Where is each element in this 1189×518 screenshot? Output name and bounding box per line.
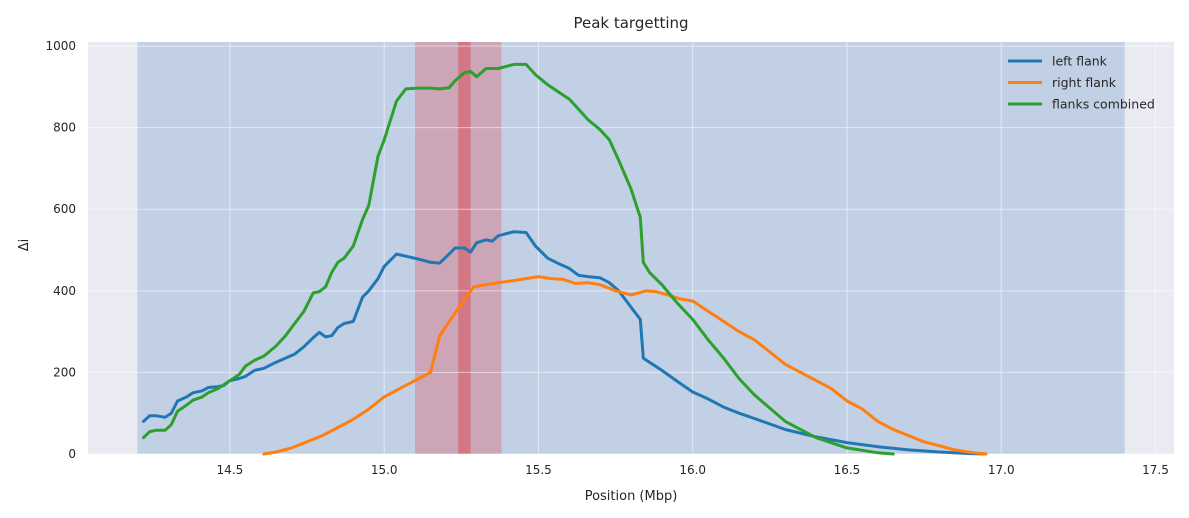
series-lines bbox=[142, 62, 988, 456]
legend-label: left flank bbox=[1052, 54, 1108, 69]
y-ticks: 0 200 400 600 800 1000 bbox=[45, 39, 76, 461]
x-tick-label: 15.0 bbox=[371, 463, 398, 477]
x-tick-label: 15.5 bbox=[525, 463, 552, 477]
legend-label: flanks combined bbox=[1052, 97, 1155, 112]
y-tick-label: 0 bbox=[68, 447, 76, 461]
series-line bbox=[142, 62, 895, 456]
y-tick-label: 400 bbox=[53, 284, 76, 298]
legend: left flank right flank flanks combined bbox=[1008, 54, 1155, 112]
x-tick-label: 17.5 bbox=[1142, 463, 1169, 477]
series-line bbox=[262, 275, 988, 456]
chart-title: Peak targetting bbox=[573, 14, 688, 32]
legend-label: right flank bbox=[1052, 75, 1117, 90]
highlight-spans bbox=[137, 42, 1125, 454]
x-tick-label: 17.0 bbox=[988, 463, 1015, 477]
x-axis-label: Position (Mbp) bbox=[585, 489, 678, 504]
y-tick-label: 800 bbox=[53, 121, 76, 135]
y-axis-label: Δi bbox=[17, 239, 32, 252]
x-ticks: 14.5 15.0 15.5 16.0 16.5 17.0 17.5 bbox=[217, 463, 1169, 477]
x-tick-label: 16.5 bbox=[834, 463, 861, 477]
y-tick-label: 200 bbox=[53, 365, 76, 379]
highlight-span bbox=[137, 42, 1125, 454]
y-tick-label: 1000 bbox=[45, 39, 76, 53]
x-tick-label: 16.0 bbox=[679, 463, 706, 477]
y-tick-label: 600 bbox=[53, 202, 76, 216]
x-tick-label: 14.5 bbox=[217, 463, 244, 477]
plot-background bbox=[88, 42, 1174, 454]
